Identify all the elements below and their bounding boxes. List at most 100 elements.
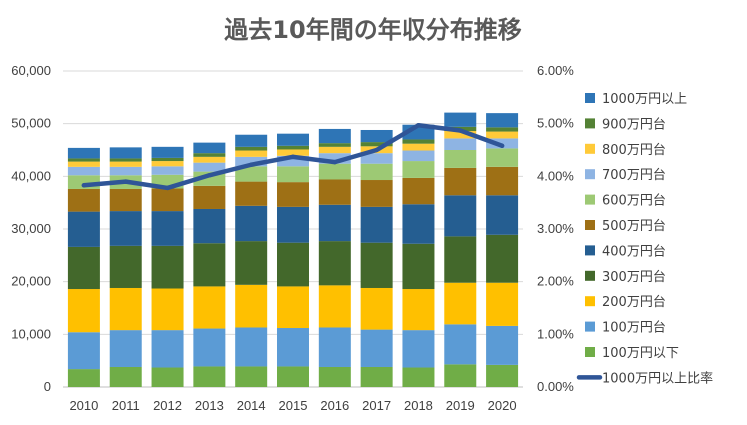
y2-tick-label: 5.00% <box>537 116 574 131</box>
bar-segment <box>277 166 309 183</box>
bar-segment <box>151 211 184 246</box>
bar-segment <box>486 364 519 387</box>
bar-segment <box>67 166 100 176</box>
x-tick-label: 2014 <box>237 398 266 413</box>
bar-segment <box>360 180 393 207</box>
bar-segment <box>444 236 477 283</box>
legend-label: 600万円台 <box>602 194 666 209</box>
y2-tick-label: 6.00% <box>537 63 574 78</box>
legend-swatch <box>585 245 595 256</box>
bar-segment <box>277 328 309 367</box>
legend-swatch <box>585 270 595 281</box>
y2-tick-label: 0.00% <box>537 379 574 394</box>
bar-segment <box>318 146 351 154</box>
bar-segment <box>402 330 435 368</box>
axes: 0 10,000 20,000 30,000 40,000 50,000 60,000 0.0… <box>11 63 574 413</box>
bar-segment <box>318 366 351 387</box>
ratio-point <box>374 147 379 153</box>
bar-segment <box>193 162 226 172</box>
bar-segment <box>235 241 268 285</box>
legend-swatch <box>585 93 595 103</box>
y2-tick-label: 1.00% <box>537 326 574 341</box>
bar-segment <box>318 204 351 242</box>
x-tick-label: 2011 <box>112 398 140 413</box>
legend-swatch <box>585 143 595 154</box>
bar-segment <box>193 208 226 244</box>
bar-segment <box>444 138 477 150</box>
legend-swatch <box>585 220 595 230</box>
ratio-point <box>416 123 421 128</box>
bar-segment <box>360 153 393 164</box>
bar-segment <box>109 245 142 288</box>
bar-segment <box>402 367 435 387</box>
x-tick-label: 2017 <box>362 398 391 413</box>
bar-segment <box>360 329 393 367</box>
ratio-point <box>332 159 338 165</box>
y2-tick-label: 3.00% <box>537 221 574 236</box>
bar-segment <box>360 366 393 387</box>
bar-segment <box>193 286 226 329</box>
bar-segment <box>109 330 142 367</box>
bar-segment <box>318 241 351 286</box>
bar-segment <box>277 149 309 156</box>
y-tick-label: 20,000 <box>11 274 51 289</box>
x-tick-label: 2016 <box>320 398 349 413</box>
y2-tick-label: 2.00% <box>537 274 574 289</box>
bar-segment <box>193 185 226 209</box>
y-tick-label: 60,000 <box>11 63 51 78</box>
x-tick-label: 2010 <box>69 398 98 413</box>
bar-segment <box>402 243 435 290</box>
legend-swatch <box>585 296 595 307</box>
bar-segment <box>235 181 268 206</box>
bar-segment <box>235 366 268 387</box>
legend-label: 100万円台 <box>602 321 666 336</box>
bar-segment <box>402 289 435 331</box>
x-tick-label: 2020 <box>488 398 517 413</box>
bar-segment <box>109 188 142 212</box>
legend-label: 300万円台 <box>602 270 666 285</box>
bar-segment <box>402 161 435 178</box>
bar-segment <box>109 287 142 331</box>
bar-segment <box>360 287 393 330</box>
bar-segment <box>193 328 226 367</box>
bar-segment <box>444 167 477 196</box>
ratio-point <box>207 173 212 178</box>
bar-segment <box>402 143 435 151</box>
chart-title: 過去10年間の年収分布推移 <box>224 16 521 44</box>
bar-segment <box>193 366 226 387</box>
bar-segment <box>67 161 100 167</box>
bar-segment <box>402 177 435 205</box>
bar-segment <box>318 285 351 328</box>
legend-swatch <box>585 321 595 332</box>
bar-segment <box>486 195 519 235</box>
bar-segment <box>193 156 226 163</box>
bar-segment <box>486 127 519 132</box>
bar-segment <box>235 166 268 182</box>
bar-segment <box>444 131 477 139</box>
bar-segment <box>444 112 477 127</box>
bar-segment <box>360 163 393 181</box>
bar-segment <box>109 147 142 159</box>
legend-label: 400万円台 <box>602 244 666 259</box>
bar-segment <box>151 288 184 331</box>
legend-label: 200万円台 <box>602 295 666 310</box>
legend-swatch <box>585 347 595 357</box>
bar-segment <box>360 206 393 243</box>
bar-segment <box>151 166 184 175</box>
bar-segment <box>318 163 351 180</box>
bar-segment <box>109 211 142 246</box>
bar-segment <box>318 153 351 164</box>
bar-segment <box>486 166 519 196</box>
ratio-point <box>458 128 463 133</box>
legend: 1000万円以上 900万円台 800万円台 700万円台 600万円台 500万円台 40… <box>576 92 713 386</box>
y-tick-label: 50,000 <box>11 116 51 131</box>
bar-segment <box>67 369 100 387</box>
bar-segment <box>444 195 477 237</box>
bar-segment <box>318 128 351 144</box>
legend-label: 100万円以下 <box>602 346 679 361</box>
legend-swatch <box>585 169 595 180</box>
bar-segment <box>151 367 184 387</box>
bar-segment <box>109 161 142 167</box>
